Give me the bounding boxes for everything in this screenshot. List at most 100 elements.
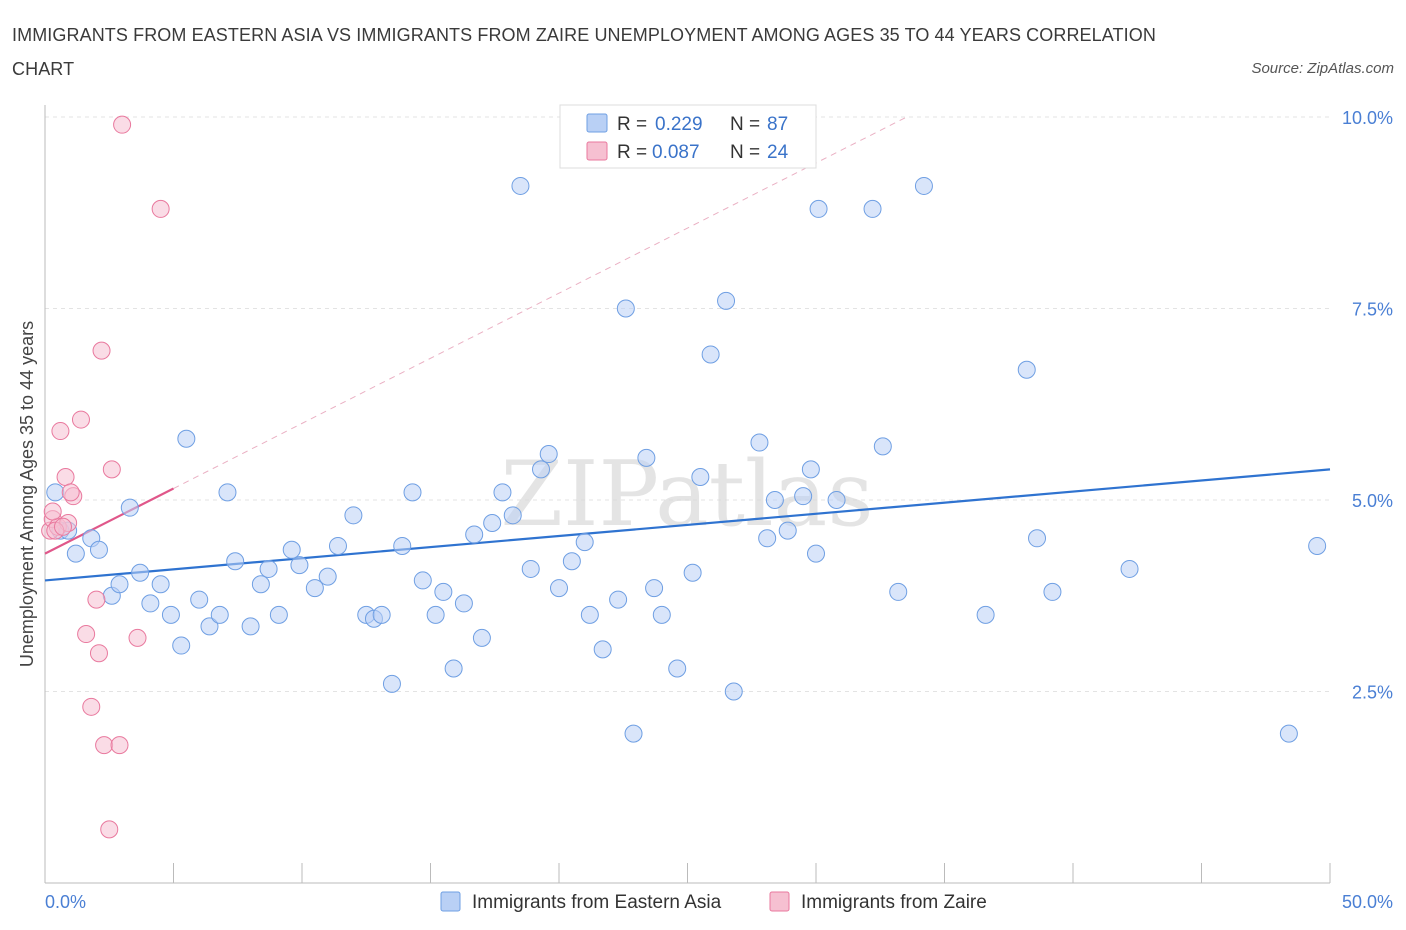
trend-line-zaire-extension: [173, 116, 907, 489]
point-eastern-asia: [444, 659, 463, 678]
point-eastern-asia: [318, 567, 337, 586]
point-eastern-asia: [503, 506, 522, 525]
point-eastern-asia: [1043, 582, 1062, 601]
point-zaire: [56, 468, 75, 487]
point-eastern-asia: [539, 445, 558, 464]
point-zaire: [53, 517, 72, 536]
trend-line-zaire: [44, 487, 174, 555]
point-eastern-asia: [562, 552, 581, 571]
point-eastern-asia: [89, 540, 108, 559]
legend-swatch-pink: [586, 141, 608, 161]
point-eastern-asia: [483, 513, 502, 532]
point-eastern-asia: [683, 563, 702, 582]
y-tick-label: 7.5%: [1352, 300, 1393, 320]
point-eastern-asia: [493, 483, 512, 502]
point-eastern-asia: [241, 617, 260, 636]
legend-n-label-blue: N =: [730, 114, 760, 135]
point-eastern-asia: [593, 640, 612, 659]
point-eastern-asia: [976, 605, 995, 624]
point-eastern-asia: [190, 590, 209, 609]
point-eastern-asia: [131, 563, 150, 582]
point-zaire: [92, 341, 111, 360]
point-eastern-asia: [724, 682, 743, 701]
point-zaire: [61, 483, 80, 502]
point-eastern-asia: [282, 540, 301, 559]
point-zaire: [151, 199, 170, 218]
legend-r-label-pink: R =: [617, 142, 647, 163]
data-points: [41, 115, 1327, 839]
point-zaire: [113, 115, 132, 134]
legend-n-value-blue: 87: [767, 114, 788, 135]
point-eastern-asia: [259, 559, 278, 578]
point-eastern-asia: [765, 491, 784, 509]
point-eastern-asia: [372, 605, 391, 624]
point-eastern-asia: [200, 617, 219, 636]
y-axis-label: Unemployment Among Ages 35 to 44 years: [17, 321, 37, 667]
point-eastern-asia: [1279, 724, 1298, 743]
point-eastern-asia: [575, 533, 594, 552]
point-eastern-asia: [778, 521, 797, 540]
point-eastern-asia: [873, 437, 892, 456]
point-eastern-asia: [141, 594, 160, 613]
point-eastern-asia: [46, 483, 65, 502]
y-tick-label: 10.0%: [1342, 108, 1393, 128]
point-eastern-asia: [434, 582, 453, 601]
point-eastern-asia: [120, 498, 139, 517]
point-eastern-asia: [668, 659, 687, 678]
point-eastern-asia: [827, 491, 846, 509]
point-eastern-asia: [161, 605, 180, 624]
point-eastern-asia: [344, 506, 363, 525]
point-zaire: [82, 697, 101, 716]
point-eastern-asia: [393, 536, 412, 555]
point-zaire: [95, 736, 114, 755]
series-legend-swatch-blue: [440, 891, 461, 912]
point-eastern-asia: [465, 525, 484, 544]
x-tick-label: 0.0%: [45, 892, 86, 912]
point-eastern-asia: [532, 460, 551, 479]
point-eastern-asia: [637, 448, 656, 467]
point-zaire: [128, 628, 147, 647]
point-eastern-asia: [305, 579, 324, 598]
series-legend-label-pink: Immigrants from Zaire: [801, 892, 987, 913]
point-eastern-asia: [794, 487, 813, 506]
y-tick-label: 5.0%: [1352, 491, 1393, 511]
legend-n-label-pink: N =: [730, 142, 760, 163]
point-zaire: [110, 736, 129, 755]
point-eastern-asia: [801, 460, 820, 479]
series-legend: Immigrants from Eastern Asia Immigrants …: [440, 891, 987, 913]
point-eastern-asia: [426, 605, 445, 624]
grid-lines: [45, 116, 1330, 692]
point-eastern-asia: [251, 575, 270, 594]
trend-line-eastern-asia: [44, 468, 1331, 582]
point-eastern-asia: [413, 571, 432, 590]
point-zaire: [71, 410, 90, 429]
point-eastern-asia: [177, 429, 196, 448]
point-eastern-asia: [691, 468, 710, 487]
point-eastern-asia: [210, 605, 229, 624]
point-zaire: [102, 460, 121, 479]
point-eastern-asia: [809, 199, 828, 218]
point-eastern-asia: [66, 544, 85, 563]
stats-legend: R = 0.229 N = 87 R = 0.087 N = 24: [559, 104, 817, 169]
point-eastern-asia: [914, 176, 933, 195]
legend-r-value-pink: 0.087: [652, 142, 700, 163]
point-eastern-asia: [226, 552, 245, 571]
point-zaire: [89, 644, 108, 663]
point-eastern-asia: [472, 628, 491, 647]
point-eastern-asia: [1028, 529, 1047, 548]
point-eastern-asia: [616, 299, 635, 318]
point-eastern-asia: [609, 590, 628, 609]
point-eastern-asia: [403, 483, 422, 502]
point-eastern-asia: [172, 636, 191, 655]
axes: [44, 105, 1331, 884]
point-zaire: [51, 422, 70, 441]
point-eastern-asia: [645, 579, 664, 598]
point-eastern-asia: [454, 594, 473, 613]
point-eastern-asia: [624, 724, 643, 743]
point-eastern-asia: [269, 605, 288, 624]
point-eastern-asia: [701, 345, 720, 364]
x-tick-label: 50.0%: [1342, 892, 1393, 912]
point-eastern-asia: [889, 582, 908, 601]
point-eastern-asia: [807, 544, 825, 563]
